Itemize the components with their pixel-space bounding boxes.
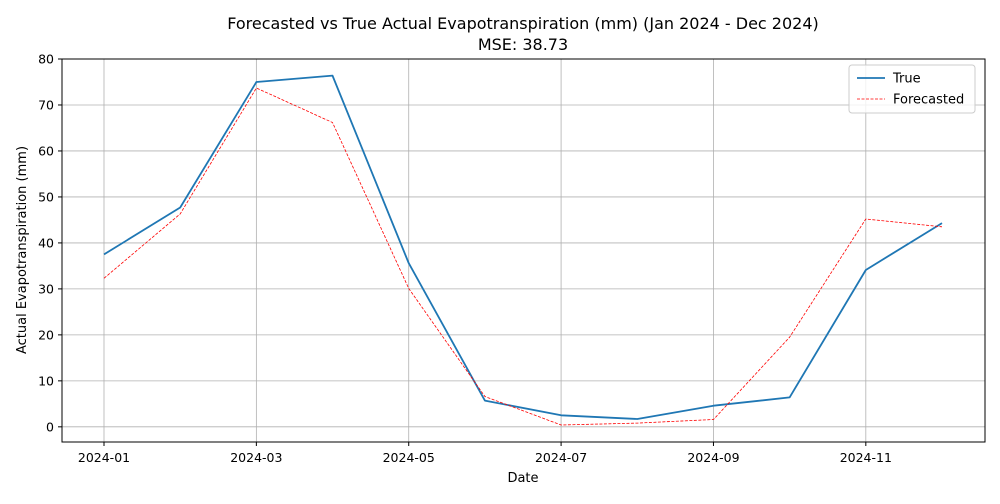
ticks: 0 10 20 30 40 50 60 70 80 2024-01 2024-03 2024-05 20… <box>38 52 892 466</box>
x-tick-label: 2024-07 <box>535 450 587 465</box>
chart-subtitle: MSE: 38.73 <box>478 35 568 54</box>
x-tick-label: 2024-11 <box>840 450 892 465</box>
y-tick-label: 40 <box>38 235 54 250</box>
x-axis-label: Date <box>507 471 538 486</box>
series-line-forecasted <box>103 87 943 426</box>
y-tick-label: 80 <box>38 52 54 67</box>
series-line-true <box>103 74 943 420</box>
x-tick-label: 2024-01 <box>78 450 130 465</box>
legend-box <box>848 64 976 114</box>
x-tick-label: 2024-03 <box>230 450 282 465</box>
x-tick-label: 2024-09 <box>687 450 739 465</box>
y-tick-label: 30 <box>38 281 54 296</box>
series-layer <box>103 74 943 426</box>
y-axis-label: Actual Evapotranspiration (mm) <box>15 146 30 354</box>
chart-title: Forecasted vs True Actual Evapotranspira… <box>227 14 819 33</box>
y-tick-label: 20 <box>38 327 54 342</box>
grid <box>62 58 985 442</box>
legend: True Forecasted <box>848 64 976 114</box>
x-tick-label: 2024-05 <box>383 450 435 465</box>
legend-label-forecasted: Forecasted <box>893 93 964 108</box>
y-tick-label: 60 <box>38 143 54 158</box>
y-tick-label: 70 <box>38 97 54 112</box>
y-tick-label: 10 <box>38 373 54 388</box>
y-tick-label: 50 <box>38 189 54 204</box>
legend-label-true: True <box>892 72 921 87</box>
y-tick-label: 0 <box>46 419 54 434</box>
plot-area-frame <box>61 58 986 443</box>
